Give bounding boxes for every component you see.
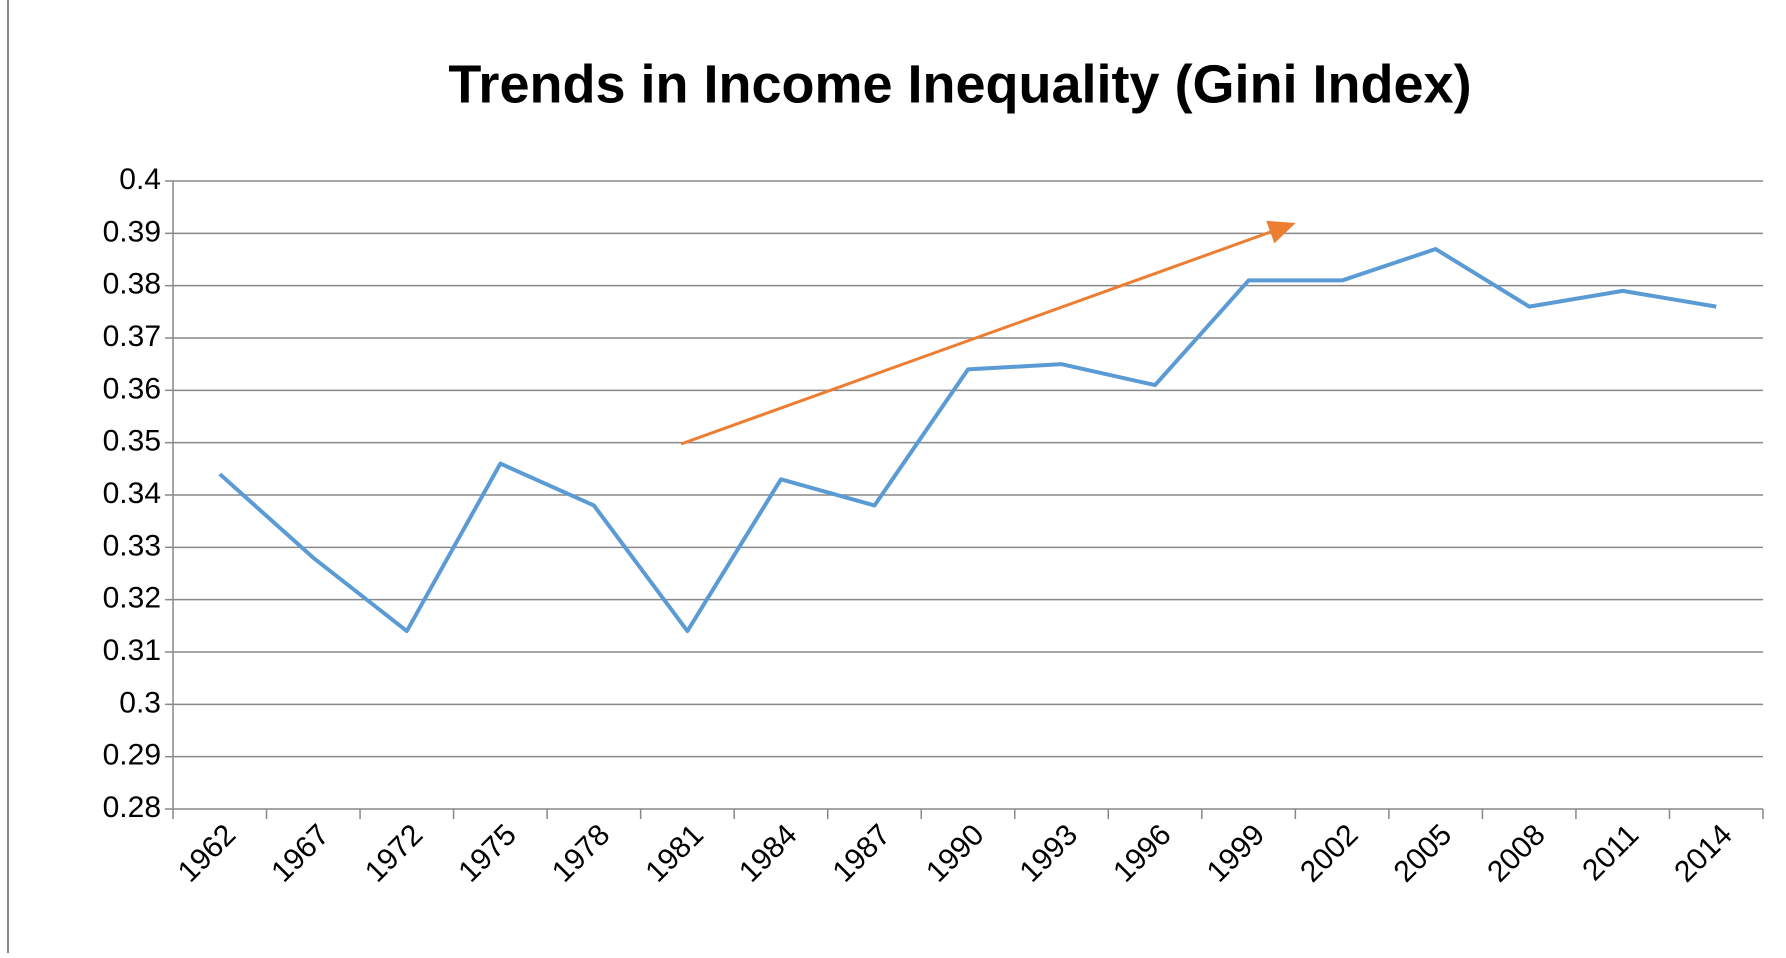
- y-tick-label: 0.37: [103, 320, 161, 353]
- x-tick-label: 1981: [639, 818, 710, 889]
- y-tick-label: 0.3: [119, 686, 161, 719]
- x-tick-label: 1962: [172, 818, 243, 889]
- y-tick-label: 0.34: [103, 477, 161, 510]
- x-tick-label: 1972: [359, 818, 430, 889]
- x-tick-label: 1993: [1014, 818, 1085, 889]
- x-tick-label: 1999: [1201, 818, 1272, 889]
- line-series: [218, 247, 1717, 634]
- x-tick-label: 1996: [1107, 818, 1178, 889]
- y-tick-label: 0.36: [103, 372, 161, 405]
- x-tick-label: 1990: [920, 818, 991, 889]
- x-tick-label: 2014: [1668, 818, 1739, 889]
- y-tick-label: 0.38: [103, 268, 161, 301]
- x-tick-label: 1967: [265, 818, 336, 889]
- trend-arrow: [680, 220, 1296, 446]
- y-tick-label: 0.29: [103, 739, 161, 772]
- y-tick-label: 0.39: [103, 215, 161, 248]
- x-tick-label: 2005: [1388, 818, 1459, 889]
- y-tick-label: 0.33: [103, 529, 161, 562]
- y-tick-label: 0.35: [103, 425, 161, 458]
- y-tick-label: 0.32: [103, 582, 161, 615]
- chart-title: Trends in Income Inequality (Gini Index): [448, 54, 1471, 114]
- y-tick-label: 0.28: [103, 791, 161, 824]
- x-tick-label: 1978: [546, 818, 617, 889]
- x-tick-label: 2002: [1294, 818, 1365, 889]
- x-tick-label: 2008: [1481, 818, 1552, 889]
- x-tick-label: 1975: [452, 818, 523, 889]
- x-tick-label: 1984: [733, 818, 804, 889]
- x-tick-label: 2011: [1576, 818, 1645, 887]
- y-tick-label: 0.31: [103, 634, 161, 667]
- x-tick-label: 1987: [826, 818, 897, 889]
- y-tick-label: 0.4: [119, 163, 161, 196]
